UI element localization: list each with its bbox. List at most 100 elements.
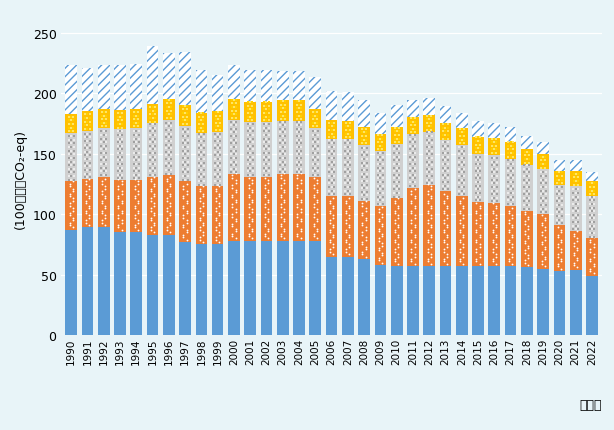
Bar: [212, 76, 223, 112]
Bar: [228, 100, 240, 120]
Bar: [554, 186, 565, 225]
Bar: [82, 180, 93, 228]
Bar: [114, 181, 126, 233]
Bar: [358, 128, 370, 146]
Bar: [505, 159, 516, 206]
Bar: [98, 66, 109, 110]
Bar: [65, 134, 77, 182]
Bar: [65, 182, 77, 230]
Bar: [130, 129, 142, 181]
Bar: [244, 71, 256, 102]
Bar: [65, 66, 77, 114]
Bar: [489, 124, 500, 138]
Bar: [293, 241, 305, 335]
Bar: [423, 99, 435, 116]
Bar: [163, 235, 174, 335]
Bar: [195, 245, 207, 335]
Bar: [163, 120, 174, 176]
Bar: [163, 54, 174, 100]
Bar: [98, 228, 109, 335]
Bar: [65, 230, 77, 335]
Bar: [537, 170, 549, 215]
Bar: [98, 129, 109, 177]
Bar: [98, 177, 109, 228]
Bar: [358, 201, 370, 259]
Bar: [293, 72, 305, 101]
Bar: [358, 146, 370, 201]
Bar: [570, 270, 581, 335]
Bar: [114, 233, 126, 335]
Bar: [358, 101, 370, 128]
Bar: [65, 114, 77, 134]
Bar: [440, 124, 451, 141]
Bar: [260, 177, 273, 241]
Bar: [342, 122, 354, 140]
Bar: [423, 267, 435, 335]
Bar: [114, 130, 126, 181]
Bar: [407, 118, 419, 135]
Bar: [554, 160, 565, 171]
Bar: [586, 197, 598, 239]
Bar: [130, 65, 142, 110]
Bar: [472, 122, 484, 138]
Bar: [195, 71, 207, 113]
Bar: [423, 116, 435, 132]
Bar: [228, 241, 240, 335]
Bar: [309, 78, 321, 110]
Bar: [228, 120, 240, 175]
Bar: [244, 71, 256, 102]
Bar: [179, 182, 191, 243]
Bar: [407, 101, 419, 118]
Bar: [554, 171, 565, 186]
Bar: [195, 134, 207, 187]
Bar: [391, 128, 403, 144]
Bar: [82, 112, 93, 132]
Bar: [260, 241, 273, 335]
Bar: [147, 105, 158, 124]
Bar: [260, 71, 273, 102]
Bar: [277, 72, 289, 101]
Bar: [472, 122, 484, 138]
Bar: [195, 113, 207, 134]
Bar: [342, 197, 354, 257]
Bar: [277, 175, 289, 241]
Bar: [489, 204, 500, 267]
Bar: [586, 276, 598, 335]
Bar: [407, 135, 419, 188]
Bar: [586, 172, 598, 182]
Bar: [537, 142, 549, 154]
Bar: [130, 110, 142, 129]
Bar: [358, 259, 370, 335]
Bar: [456, 113, 468, 129]
Bar: [456, 129, 468, 146]
Bar: [489, 138, 500, 156]
Bar: [440, 107, 451, 124]
Bar: [407, 267, 419, 335]
Bar: [342, 140, 354, 197]
Bar: [505, 267, 516, 335]
Bar: [505, 206, 516, 267]
Bar: [309, 241, 321, 335]
Bar: [375, 206, 386, 265]
Bar: [82, 131, 93, 180]
Bar: [570, 232, 581, 270]
Bar: [472, 154, 484, 203]
Bar: [195, 187, 207, 245]
Bar: [570, 187, 581, 232]
Bar: [342, 93, 354, 122]
Bar: [277, 101, 289, 122]
Bar: [309, 177, 321, 241]
Bar: [163, 176, 174, 235]
Bar: [375, 265, 386, 335]
Bar: [586, 182, 598, 197]
Bar: [244, 123, 256, 177]
Bar: [472, 203, 484, 267]
Bar: [456, 197, 468, 267]
Bar: [212, 132, 223, 187]
Bar: [325, 197, 338, 257]
Bar: [228, 66, 240, 100]
Bar: [554, 271, 565, 335]
Bar: [325, 120, 338, 140]
Bar: [521, 136, 533, 150]
Bar: [277, 241, 289, 335]
